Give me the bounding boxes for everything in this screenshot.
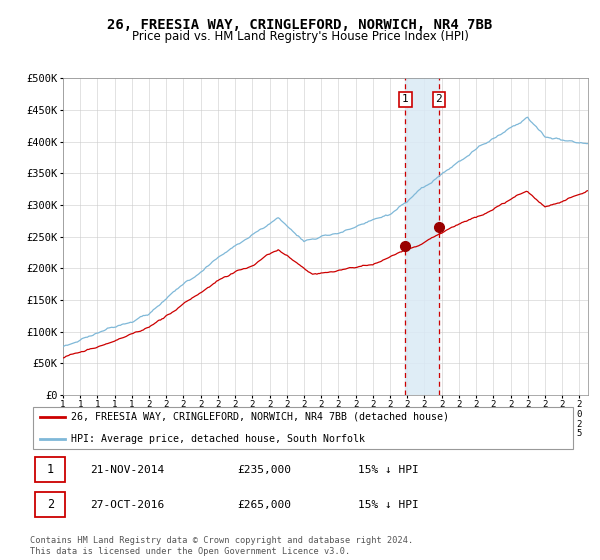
Text: 2: 2 bbox=[436, 94, 442, 104]
Text: 15% ↓ HPI: 15% ↓ HPI bbox=[358, 465, 418, 475]
Text: 15% ↓ HPI: 15% ↓ HPI bbox=[358, 500, 418, 510]
Text: HPI: Average price, detached house, South Norfolk: HPI: Average price, detached house, Sout… bbox=[71, 434, 365, 444]
Text: 1: 1 bbox=[402, 94, 409, 104]
Text: 27-OCT-2016: 27-OCT-2016 bbox=[90, 500, 164, 510]
Text: 26, FREESIA WAY, CRINGLEFORD, NORWICH, NR4 7BB: 26, FREESIA WAY, CRINGLEFORD, NORWICH, N… bbox=[107, 18, 493, 32]
Text: £265,000: £265,000 bbox=[238, 500, 292, 510]
FancyBboxPatch shape bbox=[35, 457, 65, 482]
Text: 2: 2 bbox=[47, 498, 54, 511]
Text: Contains HM Land Registry data © Crown copyright and database right 2024.
This d: Contains HM Land Registry data © Crown c… bbox=[30, 536, 413, 556]
Text: £235,000: £235,000 bbox=[238, 465, 292, 475]
Text: Price paid vs. HM Land Registry's House Price Index (HPI): Price paid vs. HM Land Registry's House … bbox=[131, 30, 469, 43]
Text: 21-NOV-2014: 21-NOV-2014 bbox=[90, 465, 164, 475]
FancyBboxPatch shape bbox=[35, 492, 65, 517]
Bar bbox=[406, 78, 439, 395]
Text: 1: 1 bbox=[47, 463, 54, 476]
Text: 26, FREESIA WAY, CRINGLEFORD, NORWICH, NR4 7BB (detached house): 26, FREESIA WAY, CRINGLEFORD, NORWICH, N… bbox=[71, 412, 449, 422]
FancyBboxPatch shape bbox=[33, 407, 573, 449]
